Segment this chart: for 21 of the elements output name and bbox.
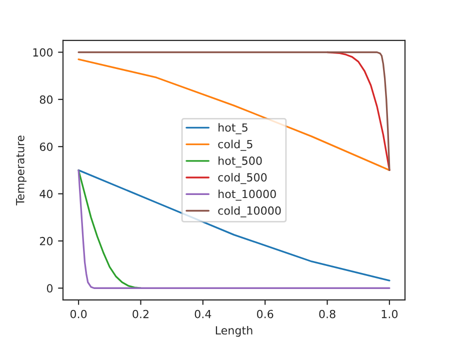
x-tick-label: 0.4 [194, 310, 212, 318]
line-series [78, 169, 142, 289]
y-tick-label: 60 [40, 142, 53, 151]
y-tick-label: 40 [40, 190, 53, 198]
legend-label: hot_10000 [218, 190, 276, 201]
x-tick-label: 0.8 [319, 310, 336, 318]
y-tick-label: 20 [40, 236, 53, 246]
y-tick-label: 80 [40, 95, 53, 104]
legend-label: hot_500 [218, 156, 262, 168]
legend-label: cold_500 [218, 172, 267, 184]
x-tick-label: 1.0 [382, 310, 398, 318]
y-axis-title: Temperature [16, 136, 27, 206]
x-tick-label: 0.0 [70, 310, 87, 318]
x-tick-label: 0.2 [132, 310, 148, 318]
y-tick-label: 100 [33, 48, 53, 57]
x-tick-label: 0.6 [256, 310, 274, 318]
legend-label: cold_5 [218, 140, 252, 151]
y-tick-label: 0 [46, 284, 53, 293]
legend-label: cold_10000 [218, 206, 281, 218]
x-axis-title: Length [216, 326, 252, 337]
legend-label: hot_5 [218, 123, 248, 134]
